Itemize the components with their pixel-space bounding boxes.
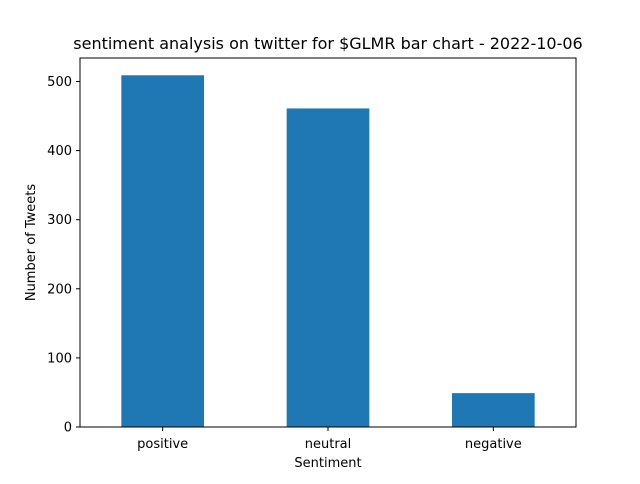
y-tick-label: 100 (47, 351, 72, 366)
y-axis-ticks: 0 100 200 300 400 500 (47, 75, 80, 436)
bar-neutral (286, 108, 370, 427)
x-tick-label: positive (137, 437, 188, 452)
y-tick-label: 0 (64, 421, 72, 436)
x-tick-label: negative (465, 437, 522, 452)
y-tick-label: 300 (47, 213, 72, 228)
y-tick-label: 200 (47, 282, 72, 297)
x-axis-label: Sentiment (294, 456, 361, 471)
chart-title: sentiment analysis on twitter for $GLMR … (73, 34, 582, 53)
y-tick-label: 500 (47, 75, 72, 90)
y-tick-label: 400 (47, 144, 72, 159)
x-axis-ticks: positive neutral negative (137, 427, 522, 452)
bars-group (121, 75, 535, 427)
bar-negative (452, 393, 535, 427)
x-tick-label: neutral (305, 437, 352, 452)
bar-positive (121, 75, 204, 427)
y-axis-label: Number of Tweets (24, 184, 39, 302)
